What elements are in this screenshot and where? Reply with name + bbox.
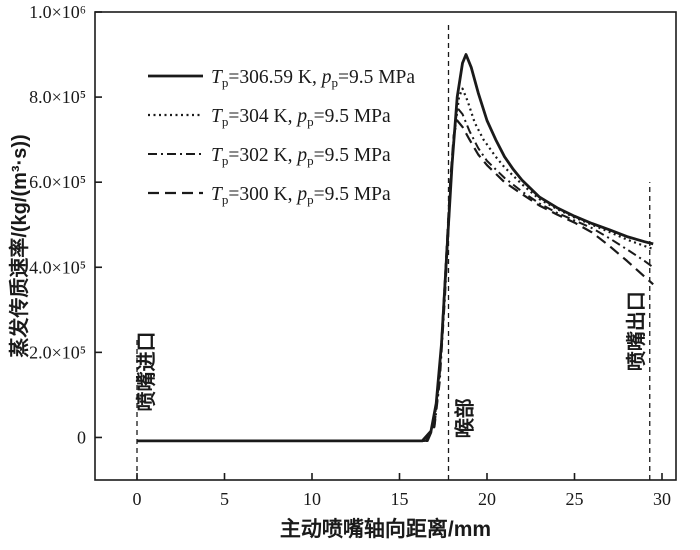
legend: Tp=306.59 K, pp=9.5 MPa Tp=304 K, pp=9.5 … xyxy=(148,67,415,207)
x-axis: 0 5 10 15 20 25 30 xyxy=(133,473,671,509)
x-tick-label: 0 xyxy=(133,489,142,509)
y-tick-label: 2.0×10⁵ xyxy=(29,342,86,362)
legend-item-1: Tp=304 K, pp=9.5 MPa xyxy=(148,106,391,129)
y-tick-label: 1.0×10⁶ xyxy=(29,2,86,22)
x-tick-label: 15 xyxy=(391,489,409,509)
y-tick-label: 6.0×10⁵ xyxy=(29,172,86,192)
legend-item-2: Tp=302 K, pp=9.5 MPa xyxy=(148,145,391,168)
x-tick-label: 25 xyxy=(566,489,584,509)
y-axis: 0 2.0×10⁵ 4.0×10⁵ 6.0×10⁵ 8.0×10⁵ 1.0×10⁶ xyxy=(29,2,102,447)
x-tick-label: 30 xyxy=(653,489,671,509)
y-tick-label: 0 xyxy=(77,427,86,447)
legend-item-3: Tp=300 K, pp=9.5 MPa xyxy=(148,184,391,207)
annotation-label-0: 喷嘴进口 xyxy=(135,332,158,412)
annotation-label-2: 喷嘴出口 xyxy=(625,291,648,371)
legend-label-0: Tp=306.59 K, pp=9.5 MPa xyxy=(211,67,415,90)
legend-label-3: Tp=300 K, pp=9.5 MPa xyxy=(211,184,391,207)
y-tick-label: 8.0×10⁵ xyxy=(29,87,86,107)
series-line-1 xyxy=(137,87,654,442)
series xyxy=(137,53,654,443)
series-line-3 xyxy=(137,119,654,442)
y-tick-label: 4.0×10⁵ xyxy=(29,257,86,277)
x-tick-label: 5 xyxy=(220,489,229,509)
legend-item-0: Tp=306.59 K, pp=9.5 MPa xyxy=(148,67,415,90)
legend-label-2: Tp=302 K, pp=9.5 MPa xyxy=(211,145,391,168)
x-axis-title: 主动喷嘴轴向距离/mm xyxy=(280,517,491,541)
legend-label-1: Tp=304 K, pp=9.5 MPa xyxy=(211,106,391,129)
annotation-label-1: 喉部 xyxy=(452,398,476,438)
plot-frame xyxy=(94,11,677,481)
x-tick-label: 10 xyxy=(303,489,321,509)
y-axis-title: 蒸发传质速率/(kg/(m³·s)) xyxy=(7,134,31,357)
x-tick-label: 20 xyxy=(478,489,496,509)
